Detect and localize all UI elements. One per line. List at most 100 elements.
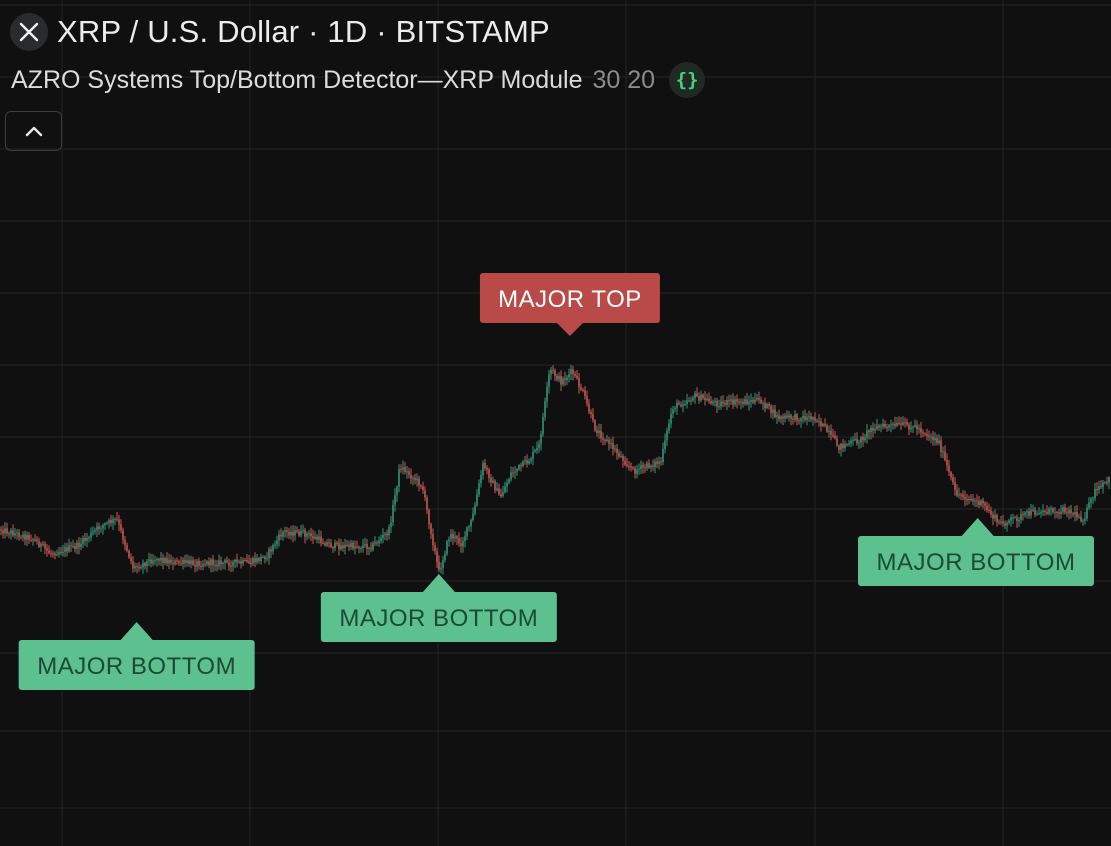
candle-body (984, 503, 986, 506)
candle-body (190, 560, 192, 564)
candle-body (386, 533, 388, 536)
candle-body (698, 396, 700, 401)
candle-body (968, 498, 970, 500)
candle-body (122, 530, 124, 541)
candle-body (564, 378, 566, 380)
candle-body (976, 500, 978, 502)
candle-body (258, 557, 260, 561)
candle-body (986, 505, 988, 511)
candle-body (558, 376, 560, 380)
candle-body (484, 462, 486, 468)
candle-body (788, 415, 790, 418)
candle-body (58, 551, 60, 555)
candle-body (876, 425, 878, 429)
candle-body (620, 456, 622, 458)
candle-body (494, 480, 496, 491)
candle-body (882, 423, 884, 427)
candle-body (762, 402, 764, 404)
candle-body (988, 510, 990, 512)
candle-body (88, 537, 90, 539)
candle-body (234, 559, 236, 563)
candle-body (378, 540, 380, 544)
candle-body (600, 430, 602, 438)
candle-body (228, 562, 230, 566)
candle-body (514, 471, 516, 473)
candle-body (664, 440, 666, 449)
candle-body (1056, 511, 1058, 513)
candle-body (544, 401, 546, 418)
candle-body (476, 494, 478, 506)
candle-body (1084, 518, 1086, 521)
indicator-legend[interactable]: AZRO Systems Top/Bottom Detector—XRP Mod… (11, 62, 706, 98)
candle-body (154, 560, 156, 562)
candle-body (250, 562, 252, 564)
indicator-name[interactable]: AZRO Systems Top/Bottom Detector—XRP Mod… (11, 65, 583, 94)
candle-body (746, 399, 748, 405)
candle-body (592, 414, 594, 421)
candle-body (730, 399, 732, 402)
candle-body (352, 542, 354, 549)
candle-body (114, 518, 116, 520)
candle-body (918, 428, 920, 430)
candle-body (580, 386, 582, 390)
candle-body (1018, 519, 1020, 521)
candle-body (604, 439, 606, 442)
candle-body (1064, 507, 1066, 513)
candle-body (356, 546, 358, 548)
label-pointer (120, 622, 153, 640)
symbol-title[interactable]: XRP / U.S. Dollar · 1D · BITSTAMP (57, 14, 550, 49)
candle-body (6, 528, 8, 534)
candle-body (680, 404, 682, 407)
candle-body (446, 541, 448, 554)
candle-body (414, 477, 416, 481)
candle-body (462, 540, 464, 547)
candle-body (26, 534, 28, 540)
candle-body (884, 423, 886, 428)
candle-body (966, 499, 968, 501)
candle-body (330, 543, 332, 548)
candle-body (374, 542, 376, 544)
candle-body (736, 399, 738, 402)
candle-body (302, 530, 304, 532)
candle-body (804, 416, 806, 420)
candle-body (750, 399, 752, 402)
symbol-header: XRP / U.S. Dollar · 1D · BITSTAMP (10, 12, 550, 52)
candle-body (716, 400, 718, 407)
candle-body (904, 422, 906, 424)
candle-body (898, 422, 900, 424)
candle-body (782, 416, 784, 419)
candle-body (124, 540, 126, 546)
candle-body (146, 560, 148, 567)
candle-body (1002, 521, 1004, 524)
candle-body (540, 434, 542, 444)
candle-body (344, 544, 346, 548)
candle-body (710, 401, 712, 404)
candle-body (158, 558, 160, 561)
candle-body (682, 404, 684, 407)
candle-body (1072, 513, 1074, 515)
collapse-button[interactable] (5, 111, 62, 151)
candle-body (12, 530, 14, 536)
candle-body (650, 465, 652, 468)
candle-body (64, 547, 66, 552)
candle-body (1108, 477, 1110, 483)
label-text: MAJOR BOTTOM (339, 605, 538, 632)
candle-body (150, 559, 152, 564)
candle-body (724, 403, 726, 405)
candle-body (326, 542, 328, 546)
candle-body (166, 558, 168, 564)
curly-braces-icon[interactable]: {} (669, 62, 706, 98)
candle-body (870, 427, 872, 433)
candle-body (388, 527, 390, 536)
candle-body (566, 377, 568, 380)
candle-body (66, 547, 68, 552)
candle-body (674, 408, 676, 410)
candle-body (688, 400, 690, 402)
candle-body (92, 531, 94, 533)
candle-body (598, 430, 600, 434)
candle-body (80, 543, 82, 548)
candle-body (502, 492, 504, 496)
candle-body (528, 460, 530, 464)
candle-body (428, 509, 430, 525)
